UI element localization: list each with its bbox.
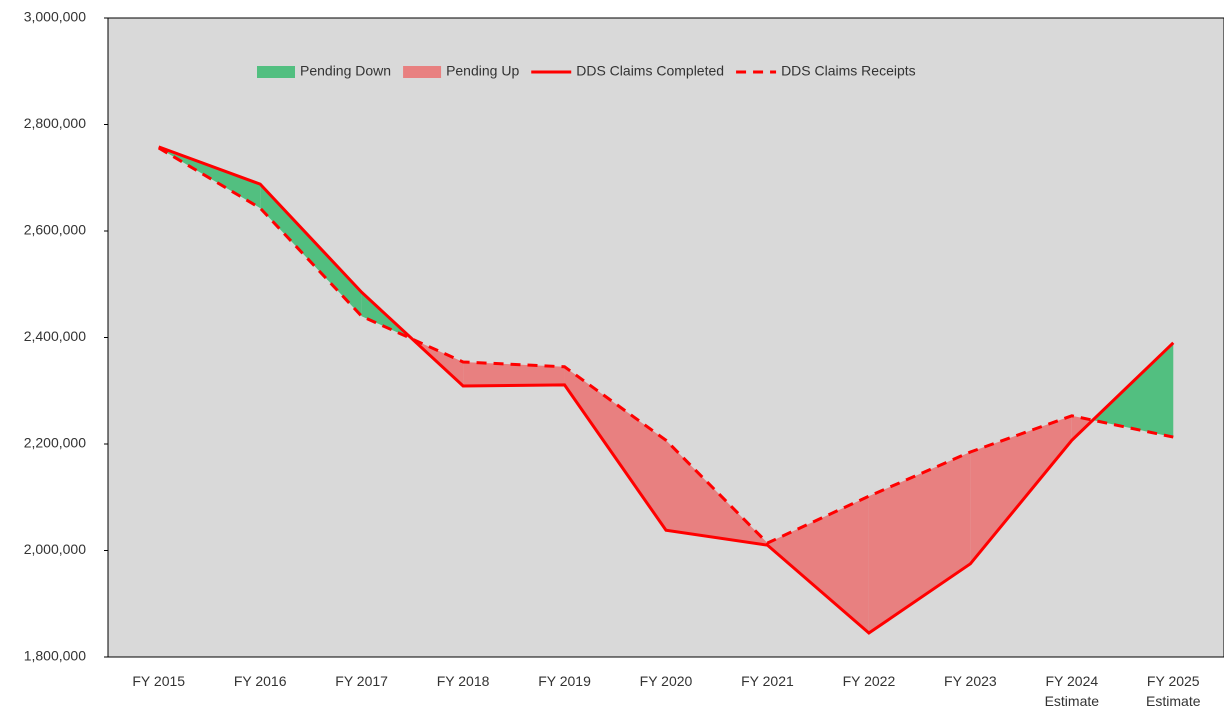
x-tick-label: FY 2016 bbox=[233, 673, 287, 689]
x-tick-label: FY 2020 bbox=[639, 673, 693, 689]
x-tick-label: FY 2017 bbox=[335, 673, 388, 689]
y-tick-label: 3,000,000 bbox=[24, 9, 86, 25]
pending-area bbox=[564, 366, 666, 531]
x-tick-label: FY 2015 bbox=[132, 673, 186, 689]
series-line bbox=[157, 146, 1174, 545]
plot-area bbox=[107, 17, 1224, 658]
x-tick-label: FY 2019 bbox=[538, 673, 591, 689]
series-line bbox=[158, 145, 1175, 635]
y-tick-label: 2,600,000 bbox=[24, 222, 86, 238]
x-tick-label: FY 2024 Estimate bbox=[1044, 673, 1100, 709]
y-tick-label: 2,800,000 bbox=[24, 115, 86, 131]
pending-area bbox=[260, 184, 362, 317]
x-tick-label: FY 2023 bbox=[944, 673, 997, 689]
legend-swatch bbox=[257, 66, 295, 78]
pending-area bbox=[463, 361, 565, 386]
legend-label: DDS Claims Completed bbox=[576, 63, 724, 79]
legend-label: DDS Claims Receipts bbox=[781, 63, 916, 79]
pending-area bbox=[1092, 342, 1174, 438]
legend-label: Pending Down bbox=[300, 63, 391, 79]
pending-area bbox=[666, 440, 768, 546]
y-tick-label: 2,400,000 bbox=[24, 328, 86, 344]
x-tick-label: FY 2025 Estimate bbox=[1146, 673, 1201, 709]
pending-area bbox=[767, 496, 869, 634]
y-tick-label: 2,200,000 bbox=[24, 435, 86, 451]
legend-swatch bbox=[403, 66, 442, 78]
legend-label: Pending Up bbox=[446, 63, 519, 79]
x-tick-label: FY 2018 bbox=[436, 673, 490, 689]
y-tick-label: 2,000,000 bbox=[24, 541, 86, 557]
x-tick-label: FY 2022 bbox=[842, 673, 896, 689]
pending-area bbox=[970, 415, 1072, 564]
pending-area bbox=[868, 451, 971, 634]
y-tick-label: 1,800,000 bbox=[24, 648, 86, 664]
x-tick-label: FY 2021 bbox=[741, 673, 794, 689]
